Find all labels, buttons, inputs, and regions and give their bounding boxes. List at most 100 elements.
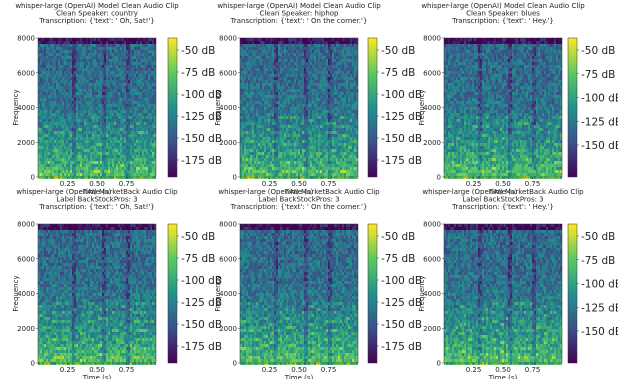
x-tick-label: 0.50 xyxy=(291,180,307,188)
colorbar xyxy=(567,37,578,178)
colorbar-tick-label: -150 dB xyxy=(581,326,618,338)
colorbar-tick-label: -175 dB xyxy=(381,341,422,353)
colorbar-tick-label: -50 dB xyxy=(381,45,415,57)
y-tick-label: 0 xyxy=(31,360,35,368)
y-tick-label: 8000 xyxy=(219,221,237,229)
colorbar-tick-label: -75 dB xyxy=(181,67,215,79)
colorbar xyxy=(367,223,378,364)
panel-title-line: Label BackStockPros: 3 xyxy=(258,196,339,204)
panel-title-line: whisper-large (OpenAI) MarketBack Audio … xyxy=(16,188,178,196)
colorbar-tick-label: -125 dB xyxy=(581,302,618,314)
colorbar-tick-label: -50 dB xyxy=(181,45,215,57)
colorbar-tick-label: -150 dB xyxy=(181,319,222,331)
colorbar-tick-label: -175 dB xyxy=(181,341,222,353)
panel-title-line: Transcription: {'text': ' Hey.'} xyxy=(451,203,554,211)
colorbar-tick-label: -100 dB xyxy=(181,275,222,287)
colorbar-tick-label: -100 dB xyxy=(181,89,222,101)
y-tick-label: 2000 xyxy=(17,325,35,333)
y-tick-label: 8000 xyxy=(219,35,237,43)
y-tick-label: 8000 xyxy=(423,221,441,229)
x-tick-label: 0.75 xyxy=(119,366,135,374)
x-tick-label: 0.50 xyxy=(89,180,105,188)
y-tick-label: 4000 xyxy=(219,104,237,112)
y-tick-label: 0 xyxy=(31,174,35,182)
y-tick-label: 4000 xyxy=(423,290,441,298)
colorbar-tick-label: -50 dB xyxy=(181,231,215,243)
y-tick-label: 8000 xyxy=(17,35,35,43)
colorbar xyxy=(567,223,578,364)
x-tick-label: 0.25 xyxy=(262,366,278,374)
y-tick-label: 4000 xyxy=(17,104,35,112)
y-axis-label: Frequency xyxy=(12,89,20,125)
y-axis-label: Frequency xyxy=(214,89,222,125)
colorbar-tick-label: -150 dB xyxy=(181,133,222,145)
colorbar-tick-label: -100 dB xyxy=(581,279,618,291)
panel-title-line: Transcription: {'text': ' Oh, Sat!'} xyxy=(38,203,155,211)
colorbar-tick-label: -50 dB xyxy=(581,231,615,243)
y-tick-label: 2000 xyxy=(423,139,441,147)
y-tick-label: 4000 xyxy=(219,290,237,298)
panel-title-line: Transcription: {'text': ' Oh, Sat!'} xyxy=(38,17,155,25)
y-tick-label: 0 xyxy=(233,174,237,182)
x-tick-label: 0.25 xyxy=(262,180,278,188)
panel-title-line: whisper-large (OpenAI) Model Clean Audio… xyxy=(217,2,381,10)
panel-title-line: whisper-large (OpenAI) Model Clean Audio… xyxy=(421,2,585,10)
x-axis-label: Time (s) xyxy=(488,188,518,196)
x-tick-label: 0.75 xyxy=(321,180,337,188)
y-tick-label: 6000 xyxy=(17,255,35,263)
x-tick-label: 0.50 xyxy=(291,366,307,374)
x-tick-label: 0.50 xyxy=(495,366,511,374)
y-tick-label: 2000 xyxy=(219,139,237,147)
x-tick-label: 0.50 xyxy=(89,366,105,374)
x-tick-label: 0.25 xyxy=(466,366,482,374)
y-tick-label: 6000 xyxy=(423,69,441,77)
y-axis-label: Frequency xyxy=(418,275,426,311)
y-tick-label: 0 xyxy=(437,360,441,368)
y-tick-label: 0 xyxy=(437,174,441,182)
colorbar-tick-label: -75 dB xyxy=(381,67,415,79)
colorbar-tick-label: -125 dB xyxy=(581,116,618,128)
colorbar xyxy=(167,223,178,364)
spectrogram-panel-5: whisper-large (OpenAI) MarketBack Audio … xyxy=(214,188,422,379)
y-tick-label: 0 xyxy=(233,360,237,368)
colorbar-tick-label: -175 dB xyxy=(381,155,422,167)
spectrogram-cells xyxy=(240,224,358,365)
panel-title-line: Label BackStockPros: 3 xyxy=(462,196,543,204)
panel-title-line: whisper-large (OpenAI) Model Clean Audio… xyxy=(15,2,179,10)
y-tick-label: 2000 xyxy=(423,325,441,333)
x-axis-label: Time (s) xyxy=(82,188,112,196)
panel-title-line: Transcription: {'text': ' On the corner.… xyxy=(230,17,368,25)
y-tick-label: 6000 xyxy=(219,69,237,77)
colorbar-tick-label: -125 dB xyxy=(181,111,222,123)
spectrogram-panel-3: whisper-large (OpenAI) Model Clean Audio… xyxy=(418,2,618,196)
y-tick-label: 8000 xyxy=(17,221,35,229)
y-axis-label: Frequency xyxy=(12,275,20,311)
panel-title-line: Clean Speaker: blues xyxy=(466,10,540,18)
x-tick-label: 0.75 xyxy=(321,366,337,374)
x-tick-label: 0.25 xyxy=(60,180,76,188)
x-axis-label: Time (s) xyxy=(488,374,518,379)
y-tick-label: 6000 xyxy=(219,255,237,263)
colorbar-tick-label: -75 dB xyxy=(581,69,615,81)
y-axis-label: Frequency xyxy=(418,89,426,125)
colorbar-tick-label: -150 dB xyxy=(581,140,618,152)
colorbar-tick-label: -75 dB xyxy=(581,255,615,267)
spectrogram-cells xyxy=(240,38,358,179)
y-tick-label: 2000 xyxy=(17,139,35,147)
y-tick-label: 2000 xyxy=(219,325,237,333)
x-tick-label: 0.25 xyxy=(466,180,482,188)
colorbar-tick-label: -50 dB xyxy=(381,231,415,243)
spectrogram-cells xyxy=(444,38,562,179)
y-tick-label: 8000 xyxy=(423,35,441,43)
colorbar-tick-label: -100 dB xyxy=(381,275,422,287)
panel-title-line: Transcription: {'text': ' On the corner.… xyxy=(230,203,368,211)
spectrogram-panel-2: whisper-large (OpenAI) Model Clean Audio… xyxy=(214,2,422,196)
panel-title-line: Transcription: {'text': ' Hey.'} xyxy=(451,17,554,25)
x-axis-label: Time (s) xyxy=(82,374,112,379)
colorbar-tick-label: -150 dB xyxy=(381,133,422,145)
x-tick-label: 0.75 xyxy=(119,180,135,188)
x-tick-label: 0.50 xyxy=(495,180,511,188)
colorbar-tick-label: -50 dB xyxy=(581,45,615,57)
colorbar-tick-label: -100 dB xyxy=(581,93,618,105)
